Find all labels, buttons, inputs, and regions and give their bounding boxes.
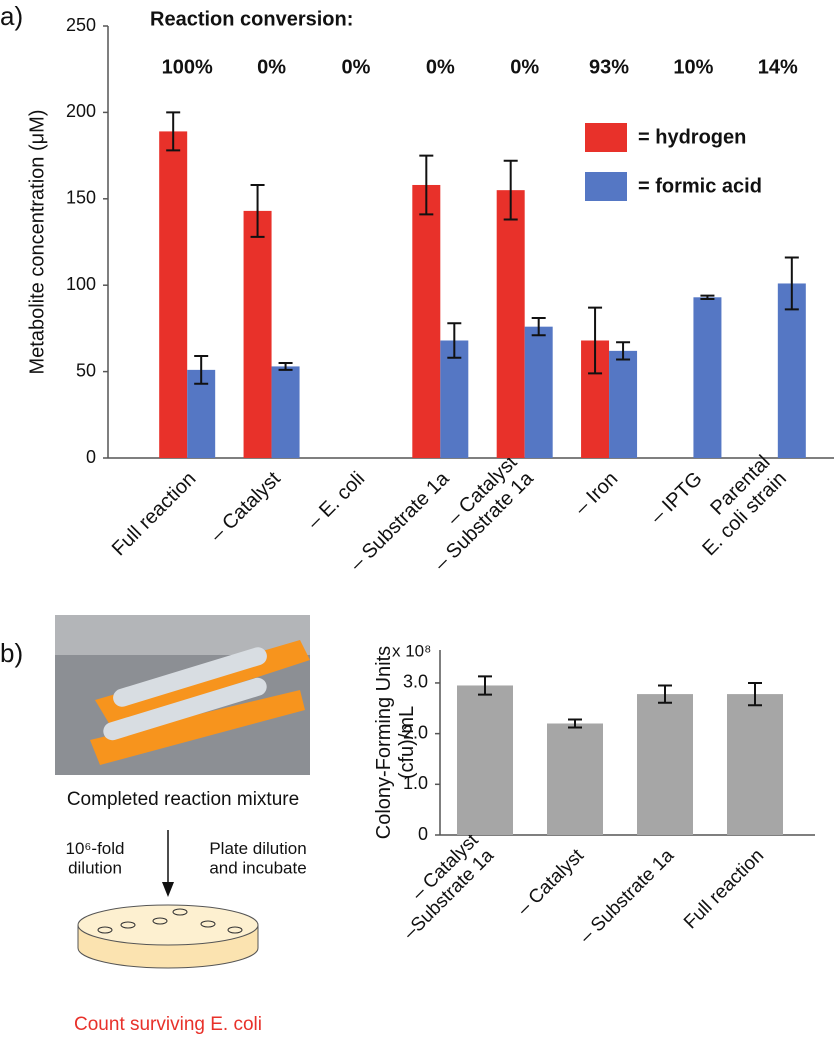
colony (227, 926, 243, 934)
dish-top (77, 904, 259, 946)
arrow-head (162, 882, 174, 897)
bar (693, 297, 722, 458)
error-bar (784, 256, 799, 311)
y-tick-label: 0 (418, 824, 428, 844)
conversion-label: 0% (257, 56, 286, 78)
y-tick-label: 250 (66, 15, 96, 35)
bar (637, 694, 693, 835)
result-label: Count surviving E. coli (74, 1014, 262, 1035)
error-bar (503, 159, 518, 221)
step-label: Plate dilution and incubate (209, 839, 306, 878)
error-bar (700, 294, 715, 301)
x-tick-label: – Catalyst–Substrate 1a (384, 829, 498, 943)
y-tick-label: 50 (76, 360, 96, 380)
bar (524, 326, 553, 458)
conversion-label: 10% (673, 56, 713, 78)
legend-label: = formic acid (638, 175, 762, 197)
conversion-label: 100% (162, 56, 213, 78)
conversion-label: 0% (426, 56, 455, 78)
photo (55, 615, 310, 775)
y-tick-label: 0 (86, 447, 96, 467)
x-tick-label: Full reaction (680, 845, 768, 933)
petri-dish (77, 904, 259, 969)
y-tick-label: 2.0 (403, 722, 428, 742)
error-bar (250, 183, 265, 238)
x-tick-label: – Catalyst– Substrate 1a (414, 451, 538, 575)
conversion-label: 14% (758, 56, 798, 78)
photo-caption: Completed reaction mixture (67, 789, 299, 810)
error-bar (447, 322, 462, 359)
tube (103, 677, 267, 741)
colony (152, 917, 168, 925)
y-tick-label: 100 (66, 274, 96, 294)
y-axis-label: Metabolite concentration (μM) (26, 110, 48, 375)
conversion-label: 0% (510, 56, 539, 78)
panel-label: a) (0, 1, 23, 31)
conversion-label: 93% (589, 56, 629, 78)
y-tick-label: 1.0 (403, 773, 428, 793)
y-tick-label: 150 (66, 188, 96, 208)
legend-label: = hydrogen (638, 126, 746, 148)
y-multiplier: x 10⁸ (392, 641, 431, 660)
y-tick-label: 200 (66, 101, 96, 121)
photo-wall (55, 615, 310, 655)
bar (496, 190, 525, 458)
legend-swatch (585, 123, 627, 152)
bar (457, 685, 513, 835)
colony (200, 920, 216, 928)
legend-swatch (585, 172, 627, 201)
error-bar (588, 306, 603, 375)
x-tick-label: – Catalyst (206, 467, 285, 546)
bar (412, 184, 441, 458)
bar (609, 350, 638, 458)
bar (271, 366, 300, 458)
error-bar (419, 154, 434, 216)
x-tick-label: – Catalyst (513, 845, 588, 920)
bar (159, 131, 188, 458)
x-tick-label: ParentalE. coli strain (682, 451, 791, 560)
tape (90, 690, 305, 765)
y-axis-label: Colony-Forming Units(cfu)/mL (373, 646, 418, 839)
error-bar (166, 111, 181, 152)
bar (777, 283, 806, 458)
panel-label: b) (0, 638, 23, 668)
tube (113, 647, 267, 707)
x-tick-label: – Substrate 1a (576, 845, 679, 948)
conversion-label: 0% (341, 56, 370, 78)
bar (727, 694, 783, 835)
colony (97, 926, 113, 934)
error-bar (531, 317, 546, 337)
colony (120, 921, 136, 929)
error-bar (616, 341, 631, 361)
bar (440, 340, 469, 458)
step-label: 10⁶-fold dilution (66, 839, 125, 878)
colony (172, 908, 188, 916)
x-tick-label: – IPTG (646, 468, 706, 528)
bar (547, 723, 603, 835)
error-bar (278, 361, 293, 371)
x-tick-label: – E. coli (303, 468, 369, 534)
bar (243, 210, 272, 458)
error-bar (658, 684, 672, 704)
error-bar (568, 718, 582, 729)
error-bar (478, 675, 492, 696)
error-bar (748, 681, 762, 707)
error-bar (194, 355, 209, 385)
y-tick-label: 3.0 (403, 672, 428, 692)
x-tick-label: Full reaction (108, 468, 201, 561)
x-tick-label: – Iron (571, 468, 623, 520)
annotation: Reaction conversion: (150, 8, 353, 30)
